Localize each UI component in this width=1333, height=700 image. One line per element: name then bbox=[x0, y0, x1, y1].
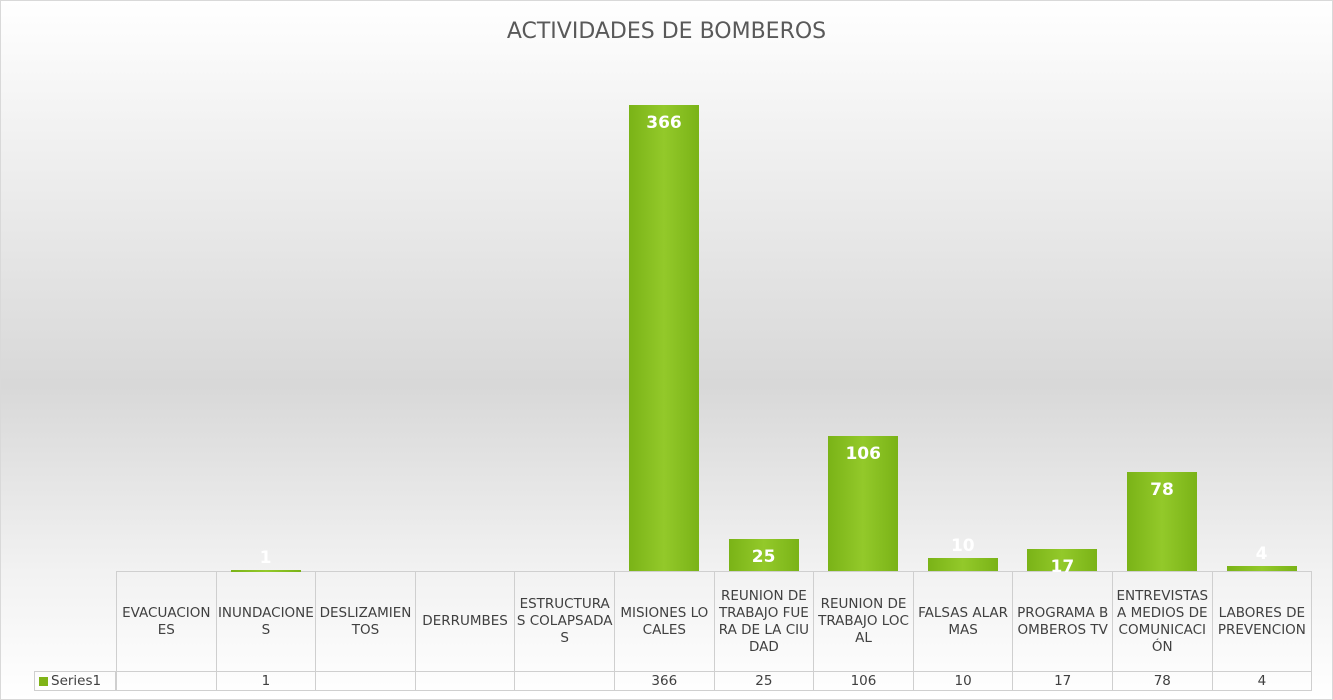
bar bbox=[1027, 549, 1098, 571]
table-value: 106 bbox=[813, 671, 914, 691]
x-tick-label: LABORES DE PREVENCION bbox=[1211, 571, 1313, 672]
bar bbox=[728, 539, 799, 571]
table-value: 25 bbox=[713, 671, 815, 691]
chart-title: ACTIVIDADES DE BOMBEROS bbox=[506, 19, 827, 44]
bar bbox=[828, 436, 899, 571]
bar bbox=[1226, 565, 1297, 571]
table-value: 10 bbox=[912, 671, 1014, 691]
data-label: 10 bbox=[950, 536, 975, 557]
legend-label: Series1 bbox=[51, 673, 102, 689]
legend: Series1 bbox=[34, 671, 116, 691]
table-value bbox=[116, 671, 217, 691]
data-label: 25 bbox=[751, 547, 776, 568]
x-tick-label: FALSAS ALARMAS bbox=[912, 571, 1014, 672]
x-tick-label: DESLIZAMIENTOS bbox=[315, 571, 416, 672]
table-value: 4 bbox=[1211, 671, 1313, 691]
bar bbox=[927, 558, 998, 571]
table-value: 366 bbox=[614, 671, 715, 691]
table-value: 1 bbox=[215, 671, 317, 691]
x-tick-label: PROGRAMA BOMBEROS TV bbox=[1012, 571, 1113, 672]
table-value: 78 bbox=[1112, 671, 1213, 691]
bar bbox=[629, 105, 699, 571]
table-value: 17 bbox=[1012, 671, 1113, 691]
data-label: 78 bbox=[1150, 479, 1174, 500]
table-value bbox=[414, 671, 516, 691]
x-tick-label: EVACUACIONES bbox=[116, 571, 217, 672]
data-label: 17 bbox=[1050, 557, 1075, 578]
x-tick-label: MISIONES LOCALES bbox=[614, 571, 715, 672]
data-label: 366 bbox=[646, 113, 682, 133]
x-tick-label: ESTRUCTURAS COLAPSADAS bbox=[514, 571, 615, 672]
bar bbox=[1127, 471, 1197, 571]
x-tick-label: ENTREVISTAS A MEDIOS DE COMUNICACIÓN bbox=[1112, 571, 1213, 672]
data-label: 106 bbox=[845, 444, 881, 465]
x-tick-label: REUNION DE TRABAJO FUERA DE LA CIUDAD bbox=[713, 571, 815, 672]
x-tick-label: DERRUMBES bbox=[414, 571, 516, 672]
x-tick-label: REUNION DE TRABAJO LOCAL bbox=[813, 571, 914, 672]
x-tick-label: INUNDACIONES bbox=[215, 571, 317, 672]
data-label: 4 bbox=[1255, 543, 1268, 564]
legend-swatch bbox=[39, 676, 48, 686]
data-label: 1 bbox=[259, 547, 272, 568]
bar bbox=[230, 569, 301, 572]
table-value bbox=[315, 671, 416, 691]
table-value bbox=[514, 671, 615, 691]
